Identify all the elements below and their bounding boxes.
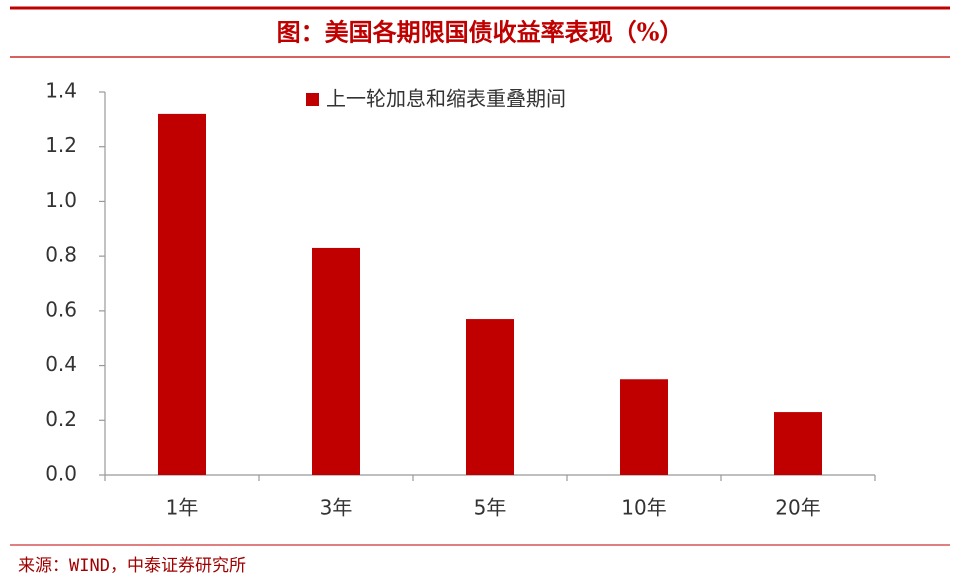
bar: [774, 412, 822, 475]
x-tick-label: 10年: [621, 496, 666, 520]
x-tick-label: 1年: [166, 496, 199, 520]
y-tick-label: 0.6: [45, 297, 77, 321]
y-tick-label: 1.4: [45, 79, 77, 103]
y-tick-label: 1.2: [45, 133, 77, 157]
y-tick-label: 0.4: [45, 352, 77, 376]
bar: [620, 379, 668, 475]
x-tick-label: 20年: [775, 496, 820, 520]
y-tick-label: 0.0: [45, 462, 77, 486]
y-tick-label: 1.0: [45, 188, 77, 212]
bar: [466, 319, 514, 475]
y-tick-label: 0.2: [45, 407, 77, 431]
bar: [312, 247, 360, 475]
x-tick-label: 3年: [320, 496, 353, 520]
chart-title: 图：美国各期限国债收益率表现（%）: [277, 18, 684, 47]
x-tick-label: 5年: [474, 496, 507, 520]
source: 来源：WIND，中泰证券研究所: [18, 556, 246, 576]
legend-label: 上一轮加息和缩表重叠期间: [326, 87, 566, 111]
bar: [158, 113, 206, 475]
y-tick-label: 0.8: [45, 243, 77, 267]
legend-swatch: [306, 93, 319, 106]
